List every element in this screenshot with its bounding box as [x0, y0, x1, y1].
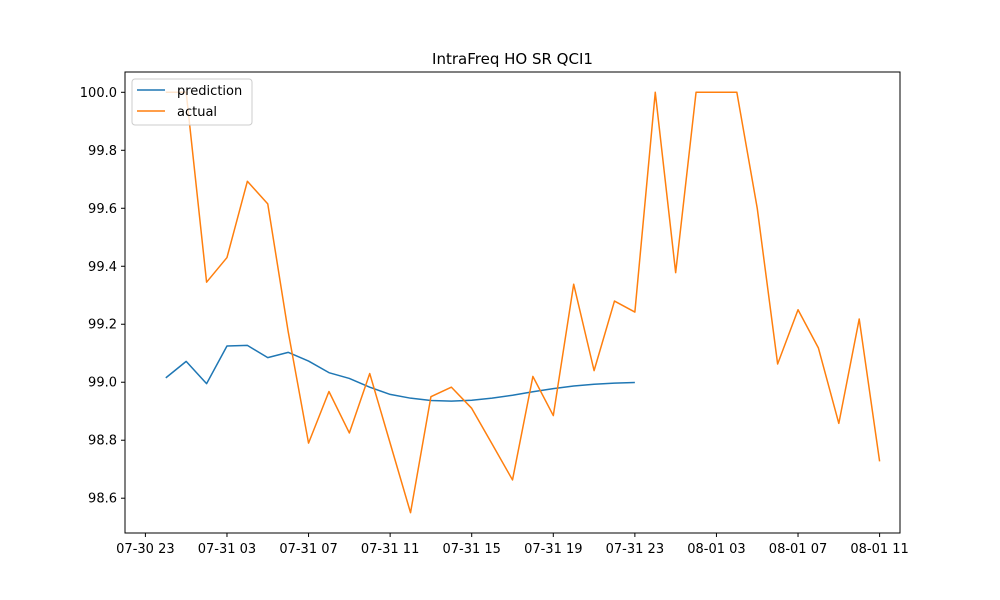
plot-frame	[124, 71, 901, 534]
x-tick-label: 08-01 07	[769, 542, 827, 557]
y-tick-label: 100.0	[80, 86, 117, 101]
legend-label-actual: actual	[177, 105, 217, 120]
y-tick-label: 98.8	[88, 434, 117, 449]
y-axis: 98.6 98.8 99.0 99.2 99.4 99.6 99.8 100.0	[80, 86, 125, 507]
y-tick-label: 99.0	[88, 376, 117, 391]
x-tick-label: 07-30 23	[116, 542, 174, 557]
x-tick-label: 08-01 03	[687, 542, 745, 557]
y-tick-label: 99.4	[88, 260, 117, 275]
x-tick-label: 07-31 03	[198, 542, 256, 557]
legend-label-prediction: prediction	[177, 84, 242, 99]
series-layer	[165, 91, 881, 514]
x-tick-label: 07-31 23	[606, 542, 664, 557]
x-tick-label: 08-01 11	[850, 542, 908, 557]
y-tick-label: 98.6	[88, 492, 117, 507]
y-tick-label: 99.6	[88, 202, 117, 217]
x-tick-label: 07-31 11	[361, 542, 419, 557]
legend: prediction actual	[131, 78, 253, 126]
y-tick-label: 99.2	[88, 318, 117, 333]
x-axis: 07-30 23 07-31 03 07-31 07 07-31 11 07-31 15…	[116, 533, 909, 557]
series-line-actual	[165, 91, 881, 514]
x-tick-label: 07-31 19	[524, 542, 582, 557]
chart-title: IntraFreq HO SR QCI1	[432, 50, 593, 68]
y-tick-label: 99.8	[88, 144, 117, 159]
x-tick-label: 07-31 07	[279, 542, 337, 557]
series-line-prediction	[165, 344, 635, 402]
x-tick-label: 07-31 15	[442, 542, 500, 557]
